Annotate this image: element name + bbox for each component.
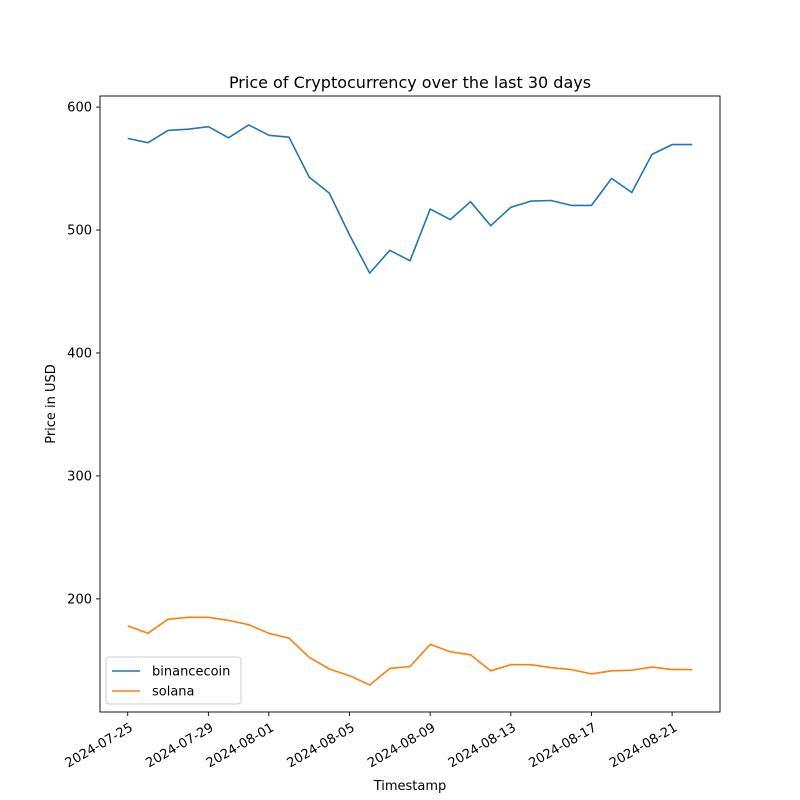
series-line-solana (127, 616, 693, 686)
x-axis-label: Timestamp (373, 779, 447, 794)
y-tick-label: 400 (67, 346, 92, 361)
chart-title: Price of Cryptocurrency over the last 30… (229, 73, 591, 92)
y-tick-label: 200 (67, 592, 92, 607)
legend-label-binancecoin: binancecoin (152, 665, 230, 680)
plot-frame (99, 95, 721, 713)
legend: binancecoin solana (105, 656, 242, 705)
y-tick-label: 600 (67, 101, 92, 116)
y-axis-label: Price in USD (44, 364, 59, 444)
series-line-binancecoin (127, 124, 693, 274)
y-tick-label: 500 (67, 224, 92, 239)
legend-box (105, 656, 242, 705)
legend-label-solana: solana (152, 685, 195, 700)
y-tick-label: 300 (67, 469, 92, 484)
